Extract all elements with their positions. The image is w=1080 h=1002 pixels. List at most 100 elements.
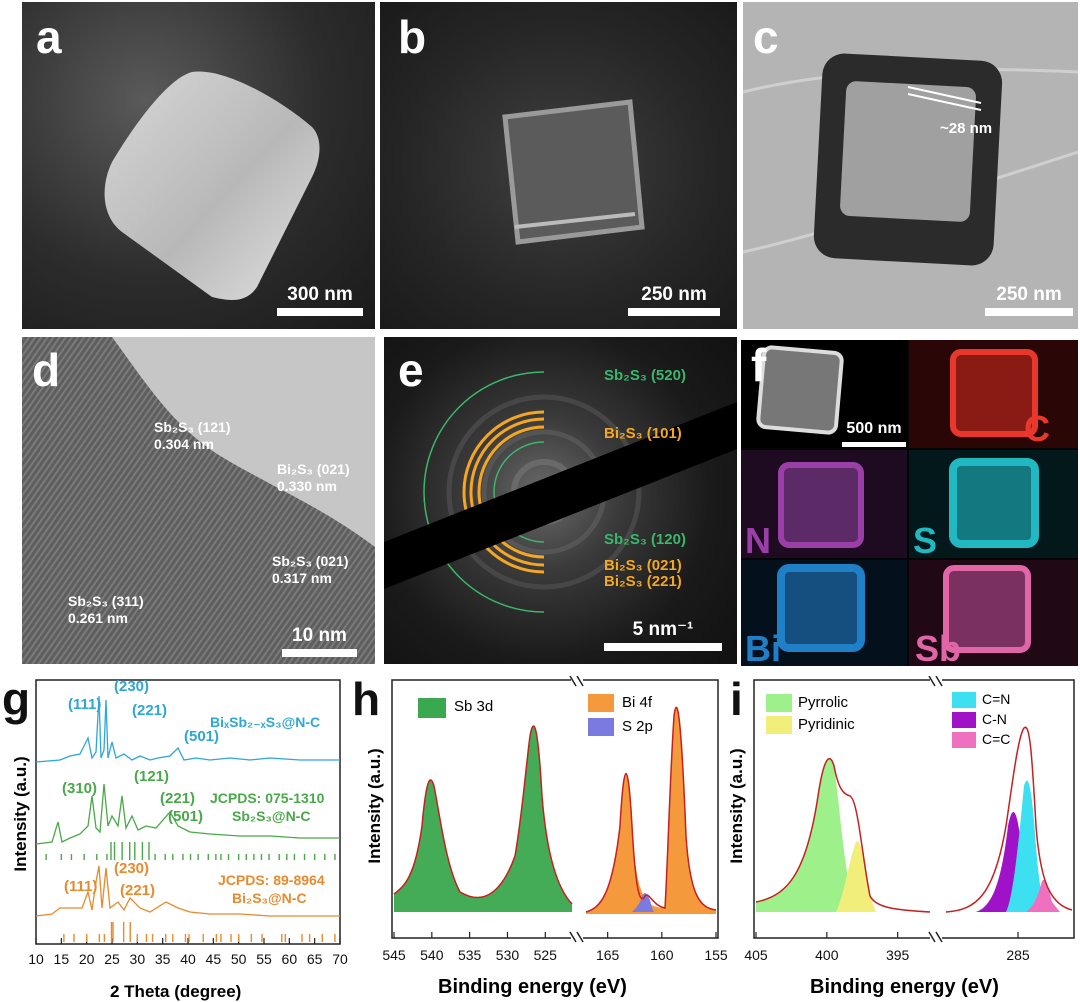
cc-peak-fill [1026,879,1060,912]
panel-h-xps-chart: h 545 540 535 530 525 165 160 155 Sb 3d Bi 4f S… [350,676,730,1002]
x-tick-label: 25 [104,951,120,967]
element-label-bi: Bi [745,628,781,666]
ring-label-sb2s3-520: Sb₂S₃ (520) [604,367,686,384]
panel-letter-d: d [32,344,61,396]
peak-label: (111) [64,878,98,895]
lattice-phase: Bi₂S₃ (021) [277,461,350,477]
element-label-c: C [1024,408,1050,449]
series-label-sb2s3: Sb₂S₃@N-C [232,808,311,824]
sem-cube-a [104,71,320,300]
panel-c-tem-image: c ~28 nm 250 nm [743,2,1078,329]
xps-i-plot: 405 400 395 285 [744,676,1075,963]
scale-bar-e: 5 nm⁻¹ [604,619,722,651]
panel-b-sem-image: b 250 nm [380,2,737,329]
sem-cube-b [502,99,645,245]
legend-swatch-cc [952,732,976,748]
panel-letter-i: i [730,676,743,725]
panel-a-sem-image: a 300 nm [22,2,375,329]
xrd-curve-sb2s3 [35,783,340,845]
x-tick-label: 540 [420,947,444,963]
bi4f-peak-fill [586,707,716,914]
x-tick-label: 70 [332,951,348,967]
peak-label: (221) [132,702,168,719]
saed-rings [384,371,737,613]
peak-label: (230) [114,860,150,877]
lattice-phase: Sb₂S₃ (311) [68,593,144,609]
peak-label: (310) [62,780,98,797]
x-tick-label: 10 [28,951,44,967]
panel-g-xrd-chart: g 10 15 20 25 30 35 40 45 50 55 60 65 70 Intensity (… [0,676,352,1002]
x-tick-label: 40 [180,951,196,967]
x-tick-label: 160 [650,947,674,963]
lattice-spacing: 0.261 nm [68,610,128,626]
sb3d-envelope [393,725,573,905]
legend-label-cn-single: C-N [982,711,1007,727]
xrd-ylabel: Intensity (a.u.) [11,756,30,872]
panel-e-saed-pattern: e Sb₂S₃ (520) Bi₂S₃ (101) Sb₂S₃ (120) Bi… [384,337,737,664]
cn-double-peak-fill [1006,780,1050,912]
xps-i-xlabel: Binding energy (eV) [810,976,999,998]
c1s-envelope [945,726,1073,913]
scale-bar-label: 300 nm [287,284,353,305]
element-label-sb: Sb [915,628,962,666]
peak-label: (501) [168,808,204,825]
ring-label-bi2s3-221: Bi₂S₃ (221) [604,573,682,590]
x-tick-label: 535 [458,947,482,963]
scale-bar-label: 250 nm [996,284,1062,305]
ref-label-sb2s3: JCPDS: 075-1310 [210,790,325,806]
lattice-phase: Sb₂S₃ (121) [154,419,231,435]
legend-label-pyrrolic: Pyrrolic [798,694,849,711]
series-label-bixsb: BiₓSb₂₋ₓS₃@N-C [210,714,321,730]
legend-swatch-sb3d [418,698,446,718]
eds-map-grid [741,340,1078,666]
legend-swatch-pyrrolic [766,694,792,712]
panel-d-hrtem-image: d Sb₂S₃ (121) 0.304 nm Bi₂S₃ (021) 0.330… [22,337,375,664]
legend-swatch-cn-double [952,692,976,708]
x-tick-label: 285 [1006,947,1030,963]
panel-letter-b: b [398,11,427,63]
xrd-curve-bixsb [35,695,340,763]
legend-swatch-pyridinic [766,716,792,734]
legend-swatch-cn-single [952,712,976,728]
scale-bar-label: 250 nm [641,284,707,305]
scale-bar-c: 250 nm [985,284,1073,316]
lattice-spacing: 0.304 nm [154,436,214,452]
s2p-peak-fill [632,893,654,912]
x-tick-label: 20 [79,951,95,967]
element-label-n: N [745,520,771,561]
peak-label: (230) [114,678,150,695]
peak-label: (111) [68,696,102,713]
scale-bar-b: 250 nm [628,284,720,316]
lattice-label-2: Bi₂S₃ (021) 0.330 nm [277,461,350,495]
legend-label-cc: C=C [982,731,1011,747]
panel-letter-c: c [753,11,779,63]
legend-label-s2p: S 2p [622,718,653,735]
lattice-phase: Sb₂S₃ (021) [272,553,349,569]
scale-bar-label: 5 nm⁻¹ [632,619,694,640]
peak-label: (221) [120,882,156,899]
legend-label-sb3d: Sb 3d [454,698,494,715]
lattice-label-1: Sb₂S₃ (121) 0.304 nm [154,419,231,453]
legend-label-cn-double: C=N [982,691,1011,707]
pyrrolic-peak-fill [756,758,856,912]
x-tick-label: 395 [886,947,910,963]
x-tick-label: 50 [231,951,247,967]
xps-h-plot: 545 540 535 530 525 165 160 155 [382,676,728,963]
ring-label-bi2s3-021: Bi₂S₃ (021) [604,557,682,574]
x-tick-label: 165 [596,947,620,963]
peak-label: (121) [134,768,170,785]
lattice-label-4: Sb₂S₃ (311) 0.261 nm [68,593,144,627]
x-tick-label: 545 [382,947,406,963]
series-label-bi2s3: Bi₂S₃@N-C [232,890,307,906]
x-tick-label: 525 [534,947,558,963]
scale-bar-label: 10 nm [292,625,347,646]
x-tick-label: 35 [155,951,171,967]
x-tick-label: 45 [206,951,222,967]
legend-label-bi4f: Bi 4f [622,694,653,711]
lattice-spacing: 0.317 nm [272,570,332,586]
scale-bar-d: 10 nm [282,625,357,657]
sb3d-peak-fill [394,726,572,912]
tem-cube-c [743,53,1078,266]
ring-label-bi2s3-101: Bi₂S₃ (101) [604,425,682,442]
pyridinic-peak-fill [836,840,876,912]
